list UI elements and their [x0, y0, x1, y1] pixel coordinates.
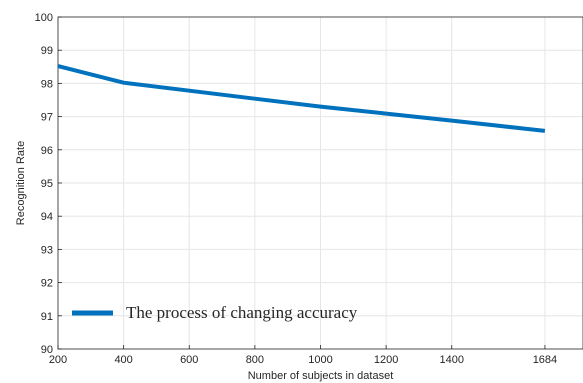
- x-tick-label: 800: [246, 354, 264, 366]
- y-tick-label: 98: [41, 78, 53, 90]
- y-axis: 90 91 92 93 94 95 96 97 98 99 100: [35, 12, 62, 356]
- grid-lines: [57, 16, 583, 350]
- x-tick-label: 1200: [374, 354, 398, 366]
- y-tick-label: 100: [35, 12, 53, 24]
- x-tick-label: 600: [180, 354, 198, 366]
- x-tick-label: 1684: [533, 354, 557, 366]
- x-tick-label: 1400: [440, 354, 464, 366]
- y-tick-label: 99: [41, 45, 53, 57]
- series-layer: [57, 64, 546, 133]
- x-tick-label: 200: [49, 354, 67, 366]
- x-axis: 200 400 600 800 1000 1200 1400 1684: [49, 345, 557, 366]
- legend: The process of changing accuracy: [72, 303, 358, 322]
- x-tick-label: 400: [114, 354, 132, 366]
- x-tick-label: 1000: [308, 354, 332, 366]
- y-tick-label: 96: [41, 145, 53, 157]
- y-tick-label: 97: [41, 112, 53, 124]
- x-axis-title: Number of subjects in dataset: [248, 370, 394, 382]
- series-line: [57, 64, 546, 133]
- y-tick-label: 95: [41, 178, 53, 190]
- legend-label: The process of changing accuracy: [126, 303, 358, 322]
- y-tick-label: 91: [41, 311, 53, 323]
- y-tick-label: 90: [41, 344, 53, 356]
- y-tick-label: 94: [41, 211, 53, 223]
- y-axis-title: Recognition Rate: [15, 141, 27, 225]
- y-tick-label: 93: [41, 244, 53, 256]
- y-tick-label: 92: [41, 278, 53, 290]
